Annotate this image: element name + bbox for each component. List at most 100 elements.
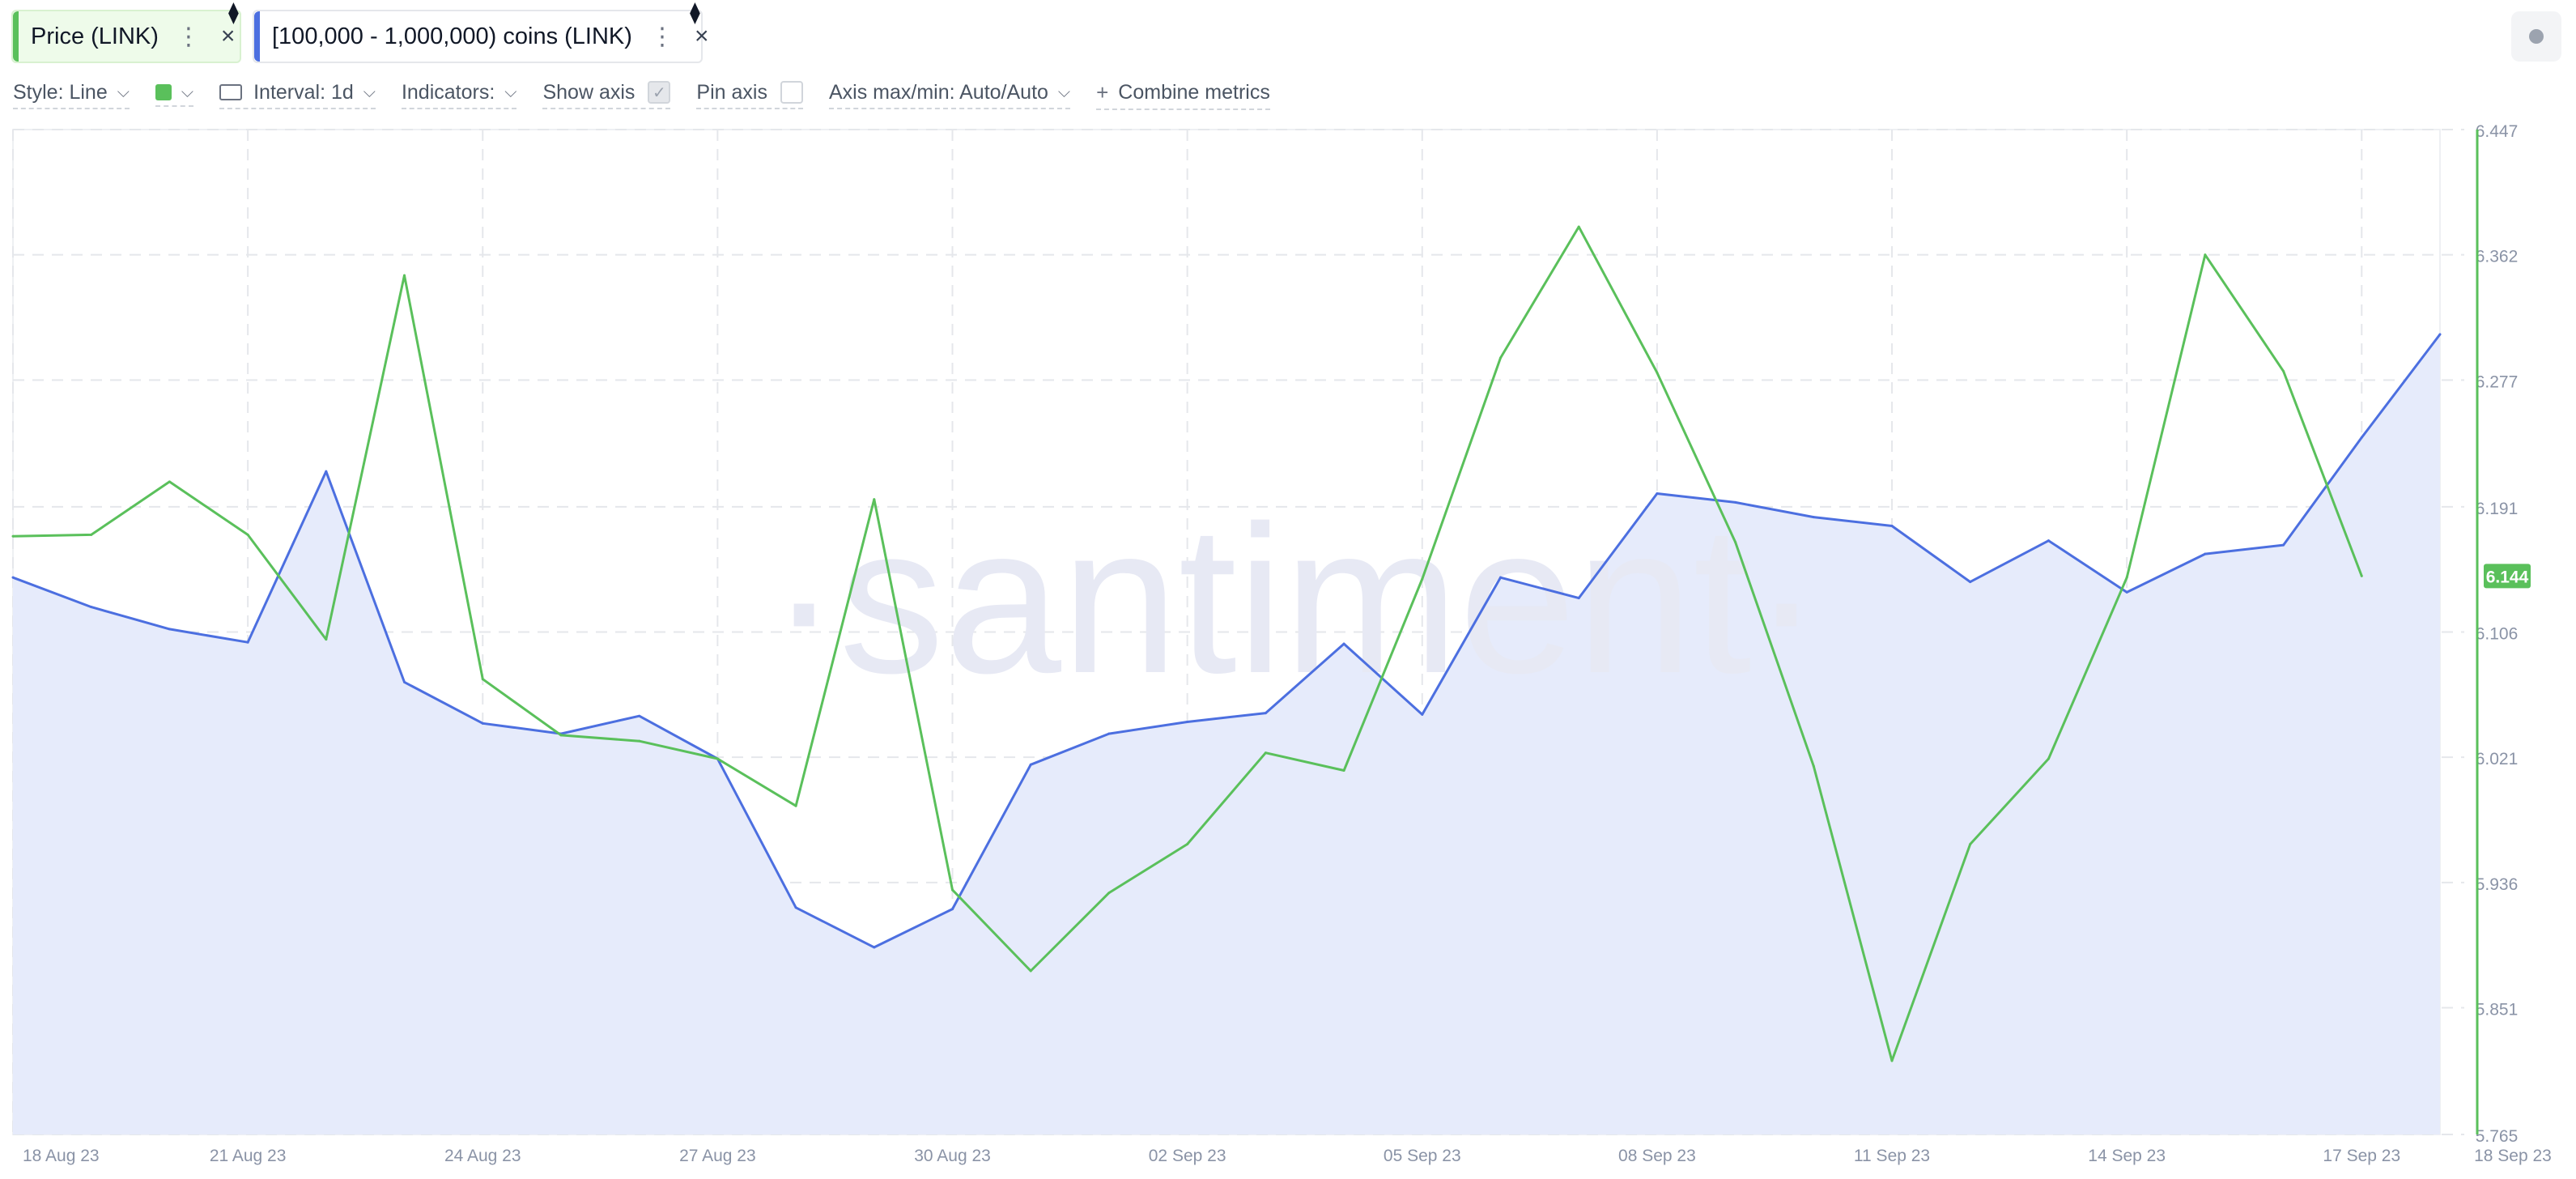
x-tick-label: 05 Sep 23 [1384, 1147, 1461, 1165]
current-price-label: 6.144 [2486, 568, 2529, 586]
chart-axes: 6.447 6.362 6.277 6.191 6.106 6.021 5.936 5.851… [23, 122, 2552, 1165]
show-axis-label: Show axis [542, 80, 635, 104]
style-label: Style: Line [13, 80, 108, 104]
chart-toolbar: Style: Line ⌵ ⌵ Interval: 1d ⌵ Indicator… [13, 78, 1296, 112]
coins-point [1812, 516, 1815, 519]
indicators-label: Indicators: [401, 80, 495, 104]
pin-axis-checkbox[interactable] [780, 81, 803, 104]
coins-point [1029, 763, 1032, 766]
coins-point [1890, 524, 1894, 527]
coins-point [2204, 552, 2207, 555]
y-tick-label: 6.191 [2476, 500, 2519, 518]
price-point [168, 480, 171, 483]
metric-label: [100,000 - 1,000,000) coins (LINK) [272, 23, 632, 49]
price-point [2125, 576, 2128, 579]
price-point [716, 757, 719, 760]
coins-point [2438, 333, 2442, 336]
coins-point [246, 641, 249, 644]
pin-axis-toggle[interactable]: Pin axis [696, 81, 803, 109]
price-point [90, 533, 93, 536]
price-point [1029, 969, 1032, 973]
metric-color-bar [13, 11, 19, 62]
x-tick-label: 17 Sep 23 [2323, 1147, 2400, 1165]
y-tick-label: 6.277 [2476, 372, 2519, 391]
coins-point [11, 576, 15, 579]
close-icon[interactable]: × [220, 23, 236, 49]
x-tick-label: 08 Sep 23 [1618, 1147, 1696, 1165]
chevron-down-icon: ⌵ [117, 83, 130, 101]
chevron-down-icon: ⌵ [181, 83, 194, 101]
chevron-down-icon: ⌵ [1057, 83, 1071, 101]
metric-tab-price[interactable]: Price (LINK) ⋮ × [11, 10, 241, 63]
show-axis-checkbox[interactable]: ✓ [648, 81, 671, 104]
coins-point [2360, 436, 2363, 439]
x-tick-label: 24 Aug 23 [444, 1147, 521, 1165]
price-point [1186, 843, 1189, 846]
x-tick-label: 14 Sep 23 [2088, 1147, 2166, 1165]
color-dropdown[interactable]: ⌵ [155, 83, 194, 107]
coins-point [638, 714, 641, 717]
price-point [1107, 892, 1111, 895]
indicators-dropdown[interactable]: Indicators: ⌵ [401, 80, 517, 109]
metric-color-bar [254, 11, 260, 62]
price-point [1656, 371, 1659, 374]
price-point [2047, 757, 2050, 760]
metric-label: Price (LINK) [31, 23, 159, 49]
price-point [794, 804, 797, 807]
x-tick-label: 27 Aug 23 [679, 1147, 756, 1165]
coins-point [90, 606, 93, 609]
show-axis-toggle[interactable]: Show axis ✓ [542, 80, 671, 109]
coins-series-line [12, 333, 2442, 949]
ethereum-icon: ⧫ [228, 0, 239, 24]
coins-point [873, 946, 876, 949]
coins-point [951, 908, 954, 911]
price-point [1264, 751, 1267, 755]
price-point [2360, 574, 2363, 577]
x-tick-label: 21 Aug 23 [210, 1147, 287, 1165]
price-point [559, 734, 563, 737]
y-tick-label: 6.021 [2476, 750, 2519, 768]
current-price-badge [2484, 564, 2531, 589]
close-icon[interactable]: × [694, 23, 709, 49]
combine-metrics-button[interactable]: + Combine metrics [1096, 80, 1270, 110]
price-point [1577, 225, 1580, 228]
chevron-down-icon: ⌵ [363, 83, 376, 101]
color-swatch [155, 84, 172, 100]
axis-maxmin-dropdown[interactable]: Axis max/min: Auto/Auto ⌵ [828, 80, 1071, 109]
coins-point [1577, 597, 1580, 600]
chevron-down-icon: ⌵ [504, 83, 517, 101]
y-tick-label: 6.362 [2476, 248, 2519, 266]
interval-dropdown[interactable]: Interval: 1d ⌵ [219, 81, 376, 109]
settings-button[interactable] [2511, 11, 2561, 62]
price-point [1734, 541, 1737, 544]
price-chart[interactable]: ·santiment· 6.447 6.362 6.277 6.191 6.106 6.0… [0, 113, 2576, 1179]
coins-point [1656, 492, 1659, 495]
interval-label: Interval: 1d [253, 80, 354, 104]
line-layer [11, 225, 2442, 1062]
coins-point [794, 906, 797, 909]
price-point [11, 534, 15, 538]
price-point [325, 638, 328, 641]
coins-point [1186, 720, 1189, 723]
coins-point [1107, 732, 1111, 735]
x-tick-label: 11 Sep 23 [1854, 1147, 1930, 1165]
y-tick-label: 6.106 [2476, 625, 2519, 644]
x-tick-label: 30 Aug 23 [914, 1147, 991, 1165]
price-point [1890, 1059, 1894, 1062]
coins-point [1342, 642, 1345, 645]
y-tick-label: 5.765 [2476, 1127, 2519, 1146]
more-icon[interactable]: ⋮ [649, 23, 674, 50]
price-point [2204, 253, 2207, 257]
series-layer [13, 334, 2440, 1134]
coins-point [2047, 539, 2050, 543]
more-icon[interactable]: ⋮ [176, 23, 201, 50]
axis-maxmin-label: Axis max/min: Auto/Auto [828, 80, 1048, 104]
metric-tab-coins[interactable]: [100,000 - 1,000,000) coins (LINK) ⋮ × [253, 10, 708, 63]
price-point [873, 498, 876, 501]
style-dropdown[interactable]: Style: Line ⌵ [13, 81, 130, 109]
coins-point [1969, 581, 1972, 584]
y-tick-label: 5.851 [2476, 1001, 2519, 1019]
price-point [246, 533, 249, 536]
x-tick-label: 18 Sep 23 [2474, 1147, 2552, 1165]
coins-point [481, 721, 484, 725]
